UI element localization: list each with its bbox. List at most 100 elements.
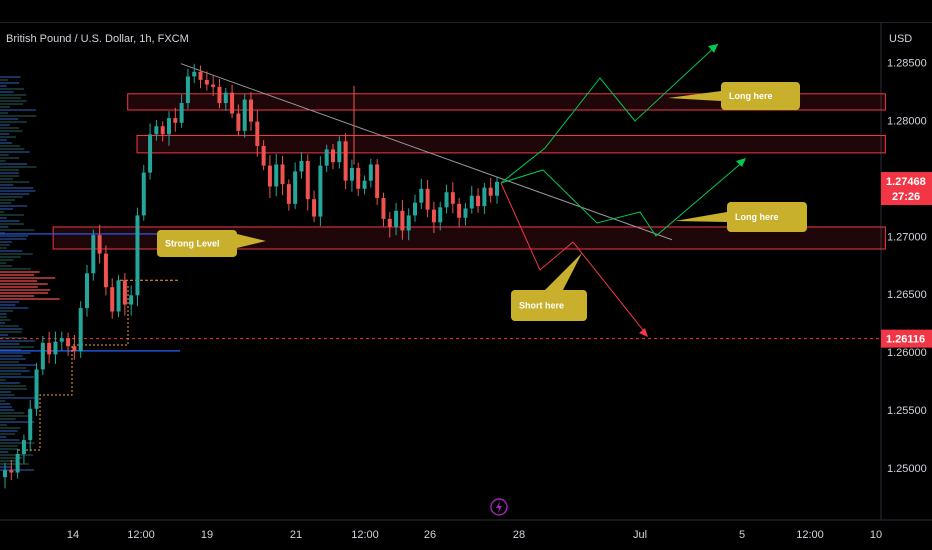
volume-profile-bar [0, 406, 12, 408]
volume-profile-bar [0, 352, 31, 354]
volume-profile-bar [0, 331, 22, 333]
volume-profile-bar [0, 319, 11, 321]
candle-body [324, 149, 329, 166]
candle-body [413, 202, 417, 216]
time-tick-label: 5 [739, 529, 745, 541]
volume-profile-bar [0, 244, 10, 246]
candle-body [261, 145, 266, 166]
volume-profile-bar [0, 373, 22, 375]
candle-body [343, 141, 348, 181]
volume-profile-bar [0, 349, 21, 351]
volume-profile-bar [0, 241, 12, 243]
long-here-top-label: Long here [729, 91, 773, 101]
volume-profile-bar [0, 292, 49, 294]
volume-profile-bar [0, 172, 19, 174]
volume-profile-bar [0, 145, 21, 147]
candle-body [242, 99, 247, 131]
currency-label: USD [889, 33, 912, 45]
candle-body [293, 171, 298, 204]
target-price-value: 1.26116 [886, 334, 925, 346]
candle-body [236, 113, 241, 131]
candle-body [438, 207, 443, 223]
candle-body [394, 210, 399, 227]
volume-profile-bar [0, 340, 35, 342]
candle-body [362, 180, 367, 189]
mid-resistance-zone [136, 134, 886, 154]
candle-body [78, 308, 83, 351]
volume-profile-bar [0, 391, 11, 393]
volume-profile-bar [0, 394, 15, 396]
candle-body [148, 134, 153, 173]
candle-body [135, 215, 140, 296]
candle-body [425, 188, 430, 210]
candle-body [160, 126, 165, 135]
volume-profile-bar [0, 322, 6, 324]
volume-profile-bar [0, 421, 35, 423]
volume-profile-bar [0, 196, 23, 198]
volume-profile-bar [0, 208, 14, 210]
volume-profile-bar [0, 262, 7, 264]
volume-profile-bar [0, 175, 20, 177]
long-here-mid-pointer [675, 212, 727, 222]
volume-profile-bar [0, 154, 9, 156]
volume-profile-bar [0, 316, 7, 318]
candle-body [40, 342, 45, 370]
candle-body [72, 346, 77, 351]
candle-body [431, 209, 436, 223]
volume-profile-bar [0, 457, 23, 459]
candle-body [488, 187, 493, 196]
volume-profile-bar [0, 376, 35, 378]
candle-body [185, 76, 190, 104]
volume-profile-bar [0, 97, 21, 99]
candle-body [368, 164, 373, 181]
candle-body [21, 440, 26, 454]
volume-profile-bar [0, 193, 30, 195]
volume-profile-bar [0, 400, 6, 402]
volume-profile-bar [0, 466, 12, 468]
candle-body [280, 164, 285, 185]
symbol-title[interactable]: British Pound / U.S. Dollar, 1h, FXCM [6, 33, 189, 45]
volume-profile-bar [0, 286, 38, 288]
volume-profile-bar [0, 184, 14, 186]
candle-body [457, 203, 462, 218]
volume-profile-bar [0, 424, 7, 426]
candle-body [305, 160, 310, 200]
volume-profile-bar [0, 361, 19, 363]
long-here-mid-box [727, 202, 807, 232]
bullish-arrowhead-lower [736, 158, 746, 167]
candle-body [85, 273, 89, 309]
volume-profile-bar [0, 100, 27, 102]
candle-body [312, 199, 317, 217]
time-tick-label: 21 [290, 529, 302, 541]
volume-profile-bar [0, 397, 37, 399]
volume-profile-bar [0, 274, 35, 276]
volume-profile-bar [0, 178, 13, 180]
support-zone [52, 226, 886, 250]
volume-profile-bar [0, 115, 37, 117]
volume-profile-bar [0, 370, 30, 372]
volume-profile-bar [0, 247, 7, 249]
candle-body [167, 118, 171, 135]
volume-profile-bar [0, 118, 19, 120]
volume-profile-bar [0, 142, 13, 144]
long-here-top-pointer [668, 91, 721, 101]
volume-profile-bar [0, 346, 35, 348]
short-here-pointer [545, 253, 582, 290]
candle-body [230, 92, 235, 114]
volume-profile-bar [0, 124, 10, 126]
volume-profile-bar [0, 259, 14, 261]
lightning-icon[interactable] [490, 498, 508, 516]
candle-body [406, 215, 411, 231]
volume-profile-bar [0, 436, 7, 438]
candle-body [419, 188, 424, 203]
volume-profile-bar [0, 211, 5, 213]
volume-profile-bar [0, 310, 14, 312]
volume-profile-bar [0, 427, 21, 429]
candle-body [47, 342, 52, 355]
volume-profile-bar [0, 379, 6, 381]
volume-profile-bar [0, 232, 5, 234]
candle-body [204, 79, 209, 85]
candle-body [141, 172, 146, 216]
volume-profile-bar [0, 220, 20, 222]
